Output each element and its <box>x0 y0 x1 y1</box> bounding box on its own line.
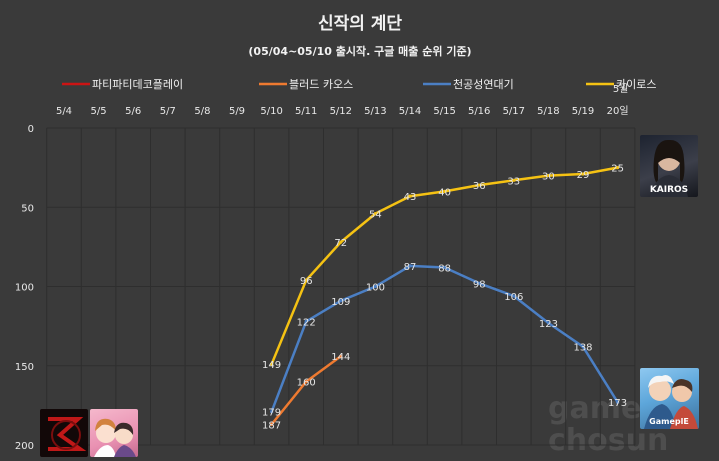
data-label: 98 <box>473 279 486 290</box>
x-tick-label: 5/5 <box>91 106 107 117</box>
x-tick-label: 5/7 <box>160 106 176 117</box>
data-labels: 187 160 144 179 122 109 100 87 88 98 106 123 138 173 1… <box>262 164 627 432</box>
data-point <box>373 211 377 216</box>
kairos-game-thumbnail: KAIROS <box>640 135 698 197</box>
series-layer <box>270 166 620 426</box>
data-point <box>443 189 447 193</box>
chaos-game-thumbnail: GameplE <box>640 368 699 429</box>
data-point <box>339 240 343 244</box>
data-label: 144 <box>331 352 350 363</box>
data-label: 179 <box>262 408 281 419</box>
data-label: 122 <box>297 317 316 328</box>
x-tick-label: 20일 <box>607 105 629 117</box>
data-label: 43 <box>404 192 417 203</box>
data-label: 160 <box>297 378 316 389</box>
data-label: 100 <box>366 283 385 294</box>
data-point <box>408 194 412 198</box>
legend-label: 카이로스 <box>616 78 656 91</box>
data-label: 33 <box>507 176 520 187</box>
data-point <box>512 178 516 182</box>
x-tick-label: 5/13 <box>364 106 386 117</box>
data-point <box>616 166 620 170</box>
red-logo-thumbnail <box>40 409 88 457</box>
series-line <box>270 354 343 426</box>
data-point <box>339 299 343 303</box>
data-label: 88 <box>438 263 451 274</box>
x-tick-label: 5/8 <box>194 106 210 117</box>
data-point <box>373 284 377 289</box>
legend-label: 블러드 카오스 <box>289 78 353 91</box>
data-label: 187 <box>262 420 281 431</box>
chaos-logo-text: GameplE <box>649 417 689 426</box>
x-tick-label: 5/9 <box>229 106 245 117</box>
x-tick-label: 5/15 <box>433 106 455 117</box>
data-point <box>546 321 551 325</box>
data-point <box>581 345 585 349</box>
legend-label: 천공성연대기 <box>453 77 514 91</box>
legend-label: 파티파티데코플레이 <box>92 78 183 91</box>
data-label: 72 <box>334 238 347 249</box>
data-point <box>512 294 516 298</box>
legend: 파티파티데코플레이 블러드 카오스 천공성연대기 카이로스 <box>62 77 656 91</box>
y-tick-label: 50 <box>21 203 34 214</box>
y-tick-label: 0 <box>28 124 34 135</box>
data-point <box>339 354 343 358</box>
data-label: 87 <box>404 262 417 273</box>
data-point <box>304 380 308 384</box>
data-point <box>270 422 274 426</box>
x-tick-note: 5월 <box>613 83 629 95</box>
data-point <box>304 278 308 282</box>
data-point <box>546 173 551 178</box>
data-label: 123 <box>539 319 558 330</box>
data-point <box>408 264 412 268</box>
chart-subtitle: (05/04~05/10 출시작. 구글 매출 순위 기준) <box>248 44 471 58</box>
x-tick-label: 5/12 <box>330 106 352 117</box>
data-point <box>477 183 481 187</box>
chart-title: 신작의 계단 <box>318 14 402 34</box>
data-point <box>304 319 308 323</box>
data-label: 40 <box>438 187 451 198</box>
x-tick-label: 5/11 <box>295 106 317 117</box>
data-label: 106 <box>504 292 523 303</box>
x-tick-label: 5/18 <box>537 106 559 117</box>
y-tick-label: 100 <box>15 283 34 294</box>
data-label: 96 <box>300 276 313 287</box>
x-tick-label: 5/14 <box>399 106 421 117</box>
y-tick-label: 200 <box>15 441 34 452</box>
axis-layer: 0 50 100 150 200 5/4 5/5 5/6 5/7 5/8 5/9 5/10 5/11 5/… <box>15 83 629 452</box>
data-label: 173 <box>608 398 627 409</box>
data-label: 36 <box>473 181 486 192</box>
data-label: 29 <box>577 170 590 181</box>
data-point <box>270 410 274 414</box>
x-tick-label: 5/4 <box>56 106 72 117</box>
x-tick-label: 5/10 <box>260 106 282 117</box>
kairos-logo-text: KAIROS <box>650 185 688 195</box>
data-label: 54 <box>369 210 382 221</box>
data-point <box>443 265 447 270</box>
data-point <box>616 400 620 404</box>
data-label: 149 <box>262 360 281 371</box>
data-label: 109 <box>331 297 350 308</box>
x-tick-label: 5/6 <box>125 106 141 117</box>
y-tick-label: 150 <box>15 362 34 373</box>
data-label: 25 <box>611 164 624 175</box>
data-point <box>581 172 585 176</box>
party-decoration-thumbnail <box>90 409 138 457</box>
x-tick-label: 5/19 <box>572 106 594 117</box>
watermark-text: game <box>548 391 641 426</box>
data-label: 138 <box>573 343 592 354</box>
x-tick-label: 5/17 <box>503 106 525 117</box>
data-point <box>270 362 274 366</box>
data-point <box>477 281 481 285</box>
x-tick-label: 5/16 <box>468 106 490 117</box>
grid-layer <box>46 127 636 446</box>
data-label: 30 <box>542 172 555 183</box>
